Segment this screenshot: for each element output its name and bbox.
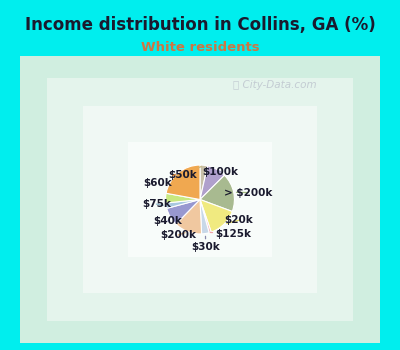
Text: $100k: $100k	[203, 167, 239, 177]
Text: $200k: $200k	[160, 230, 196, 240]
Wedge shape	[200, 166, 224, 200]
Wedge shape	[200, 199, 211, 233]
FancyBboxPatch shape	[20, 56, 380, 343]
Wedge shape	[166, 193, 200, 203]
Wedge shape	[200, 199, 232, 232]
Text: $50k: $50k	[168, 167, 201, 180]
Wedge shape	[166, 165, 200, 199]
Text: $60k: $60k	[143, 174, 176, 188]
FancyBboxPatch shape	[128, 142, 272, 257]
Text: Income distribution in Collins, GA (%): Income distribution in Collins, GA (%)	[25, 16, 375, 34]
Text: $75k: $75k	[142, 199, 171, 209]
Wedge shape	[200, 165, 208, 199]
Wedge shape	[200, 175, 234, 211]
FancyBboxPatch shape	[47, 77, 353, 321]
Wedge shape	[200, 199, 209, 234]
Text: ⓘ City-Data.com: ⓘ City-Data.com	[233, 80, 316, 90]
FancyBboxPatch shape	[83, 106, 317, 293]
Text: $40k: $40k	[154, 216, 182, 226]
Wedge shape	[166, 199, 200, 208]
Text: $125k: $125k	[210, 229, 251, 239]
Wedge shape	[167, 199, 200, 224]
FancyBboxPatch shape	[173, 178, 227, 221]
Text: $20k: $20k	[225, 215, 254, 225]
Text: $30k: $30k	[191, 236, 220, 252]
Text: White residents: White residents	[141, 41, 259, 54]
Wedge shape	[176, 199, 202, 234]
Text: > $200k: > $200k	[224, 188, 272, 198]
